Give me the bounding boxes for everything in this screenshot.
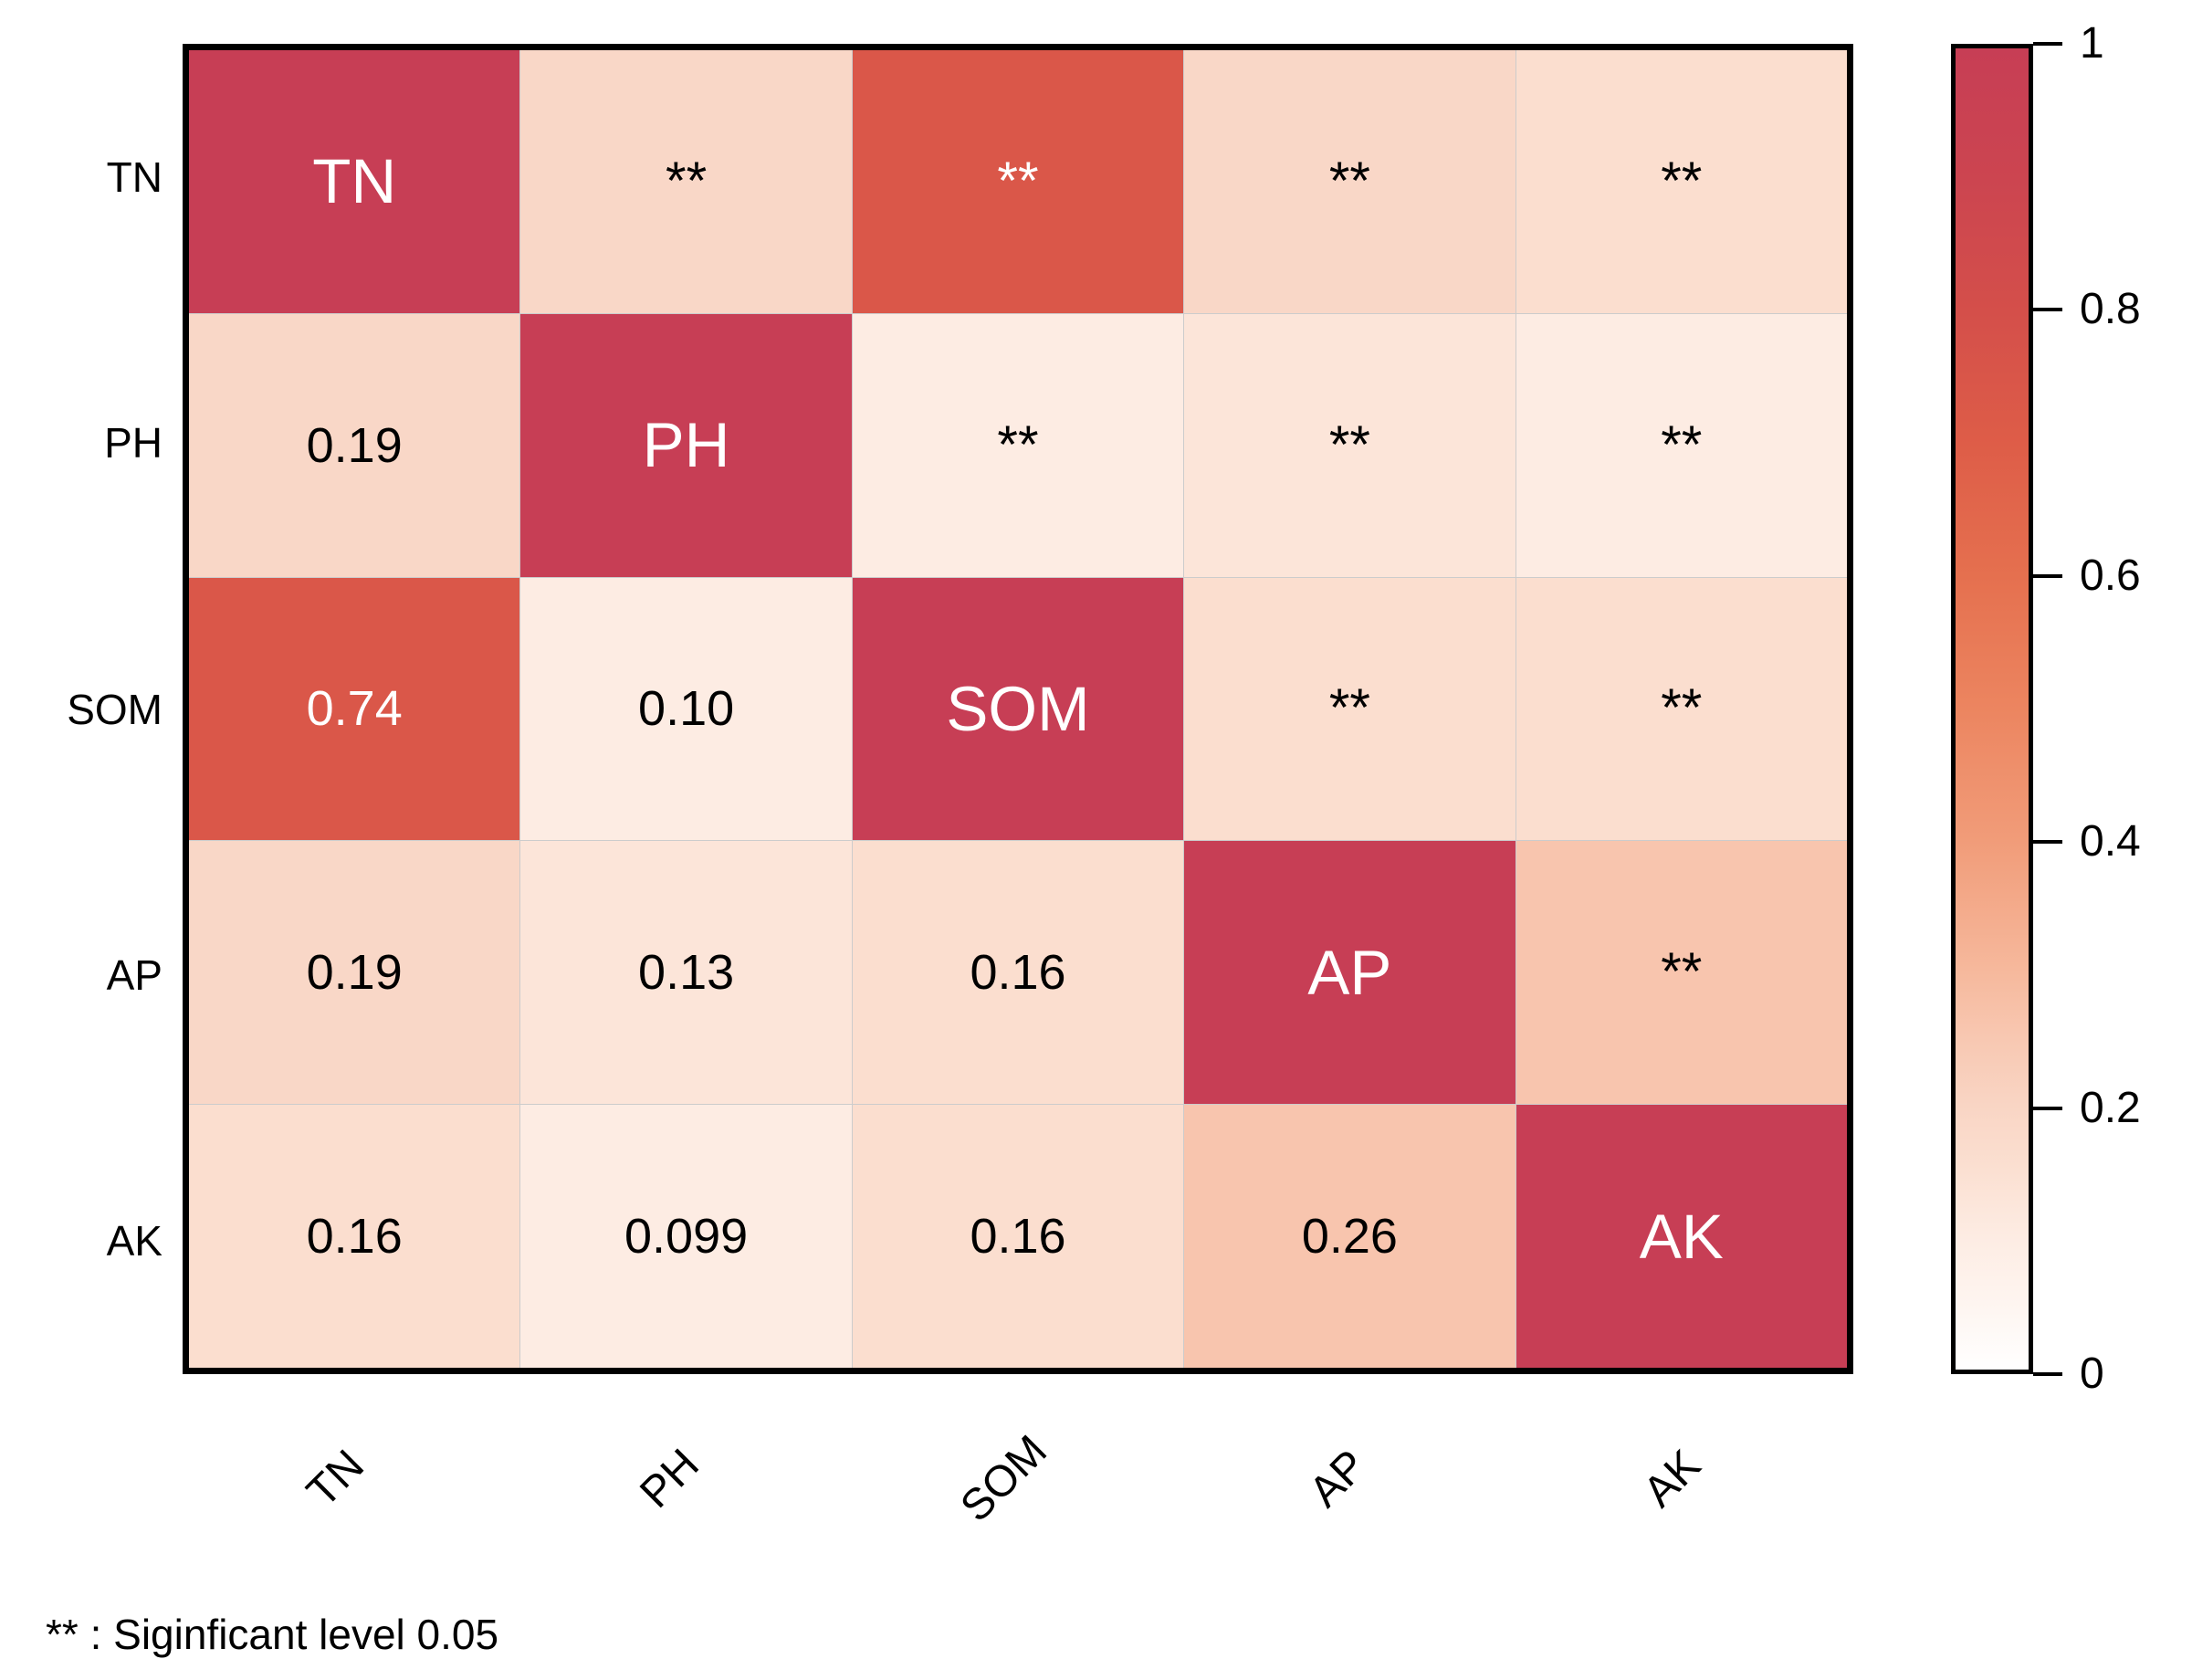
significance-footnote: ** : Siginficant level 0.05 <box>46 1611 499 1658</box>
heatmap-grid: TN ** ** ** ** 0.19 PH ** ** ** 0.74 0.10 SOM ** ** 0.1… <box>183 44 1853 1374</box>
significance-cell-ph-ak: ** <box>1516 313 1847 577</box>
colorbar-tick <box>2033 42 2062 46</box>
colorbar-tick-label-0.2: 0.2 <box>2080 1083 2141 1132</box>
significance-cell-ph-som: ** <box>852 313 1184 577</box>
value-cell-ap-ph: 0.13 <box>520 841 852 1105</box>
value-cell-ap-tn: 0.19 <box>189 841 520 1105</box>
y-axis-label-tn: TN <box>106 152 163 201</box>
x-axis-label-ph: PH <box>631 1440 708 1517</box>
x-axis-label-ap: AP <box>1300 1441 1377 1517</box>
diagonal-cell-ap: AP <box>1184 841 1516 1105</box>
colorbar-tick-label-0.6: 0.6 <box>2080 551 2141 600</box>
colorbar-tick-label-0.4: 0.4 <box>2080 817 2141 866</box>
value-cell-ak-tn: 0.16 <box>189 1105 520 1368</box>
x-axis-label-ak: AK <box>1634 1441 1711 1517</box>
significance-cell-som-ap: ** <box>1184 577 1516 841</box>
diagonal-cell-ak: AK <box>1516 1105 1847 1368</box>
colorbar-tick <box>2033 1372 2062 1376</box>
significance-cell-tn-ph: ** <box>520 50 852 313</box>
colorbar-tick <box>2033 308 2062 312</box>
colorbar <box>1951 44 2033 1374</box>
colorbar-tick-label-0.8: 0.8 <box>2080 285 2141 334</box>
y-axis-label-ph: PH <box>104 419 163 467</box>
significance-cell-ph-ap: ** <box>1184 313 1516 577</box>
value-cell-ap-som: 0.16 <box>852 841 1184 1105</box>
significance-cell-som-ak: ** <box>1516 577 1847 841</box>
value-cell-ph-tn: 0.19 <box>189 313 520 577</box>
significance-cell-tn-ap: ** <box>1184 50 1516 313</box>
value-cell-som-tn: 0.74 <box>189 577 520 841</box>
value-cell-ak-ph: 0.099 <box>520 1105 852 1368</box>
value-cell-som-ph: 0.10 <box>520 577 852 841</box>
diagonal-cell-ph: PH <box>520 313 852 577</box>
y-axis-label-ap: AP <box>106 950 163 999</box>
significance-cell-ap-ak: ** <box>1516 841 1847 1105</box>
diagonal-cell-tn: TN <box>189 50 520 313</box>
y-axis-label-som: SOM <box>67 685 163 733</box>
diagonal-cell-som: SOM <box>852 577 1184 841</box>
colorbar-tick <box>2033 1106 2062 1110</box>
y-axis-label-ak: AK <box>106 1217 163 1265</box>
significance-cell-tn-ak: ** <box>1516 50 1847 313</box>
value-cell-ak-som: 0.16 <box>852 1105 1184 1368</box>
x-axis-label-som: SOM <box>951 1426 1057 1532</box>
colorbar-tick-label-1: 1 <box>2080 19 2104 68</box>
colorbar-tick <box>2033 573 2062 578</box>
x-axis-label-tn: TN <box>298 1441 374 1517</box>
colorbar-tick-label-0: 0 <box>2080 1349 2104 1398</box>
colorbar-tick <box>2033 840 2062 845</box>
significance-cell-tn-som: ** <box>852 50 1184 313</box>
value-cell-ak-ap: 0.26 <box>1184 1105 1516 1368</box>
